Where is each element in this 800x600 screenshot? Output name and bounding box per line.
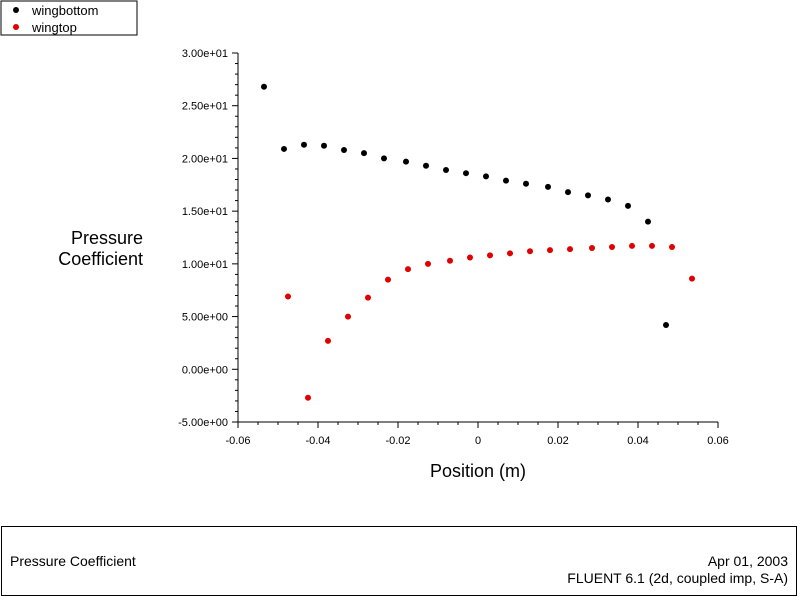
axes	[237, 53, 718, 423]
wingbottom-point	[381, 155, 387, 162]
legend-marker-wingbottom	[13, 7, 19, 13]
y-tick-label: 2.00e+01	[182, 153, 228, 165]
y-ticks: -5.00e+00 0.00e+00 5.00e+00 1.00e+01 1.50e+0…	[178, 48, 238, 429]
footer-info: Apr 01, 2003 FLUENT 6.1 (2d, coupled imp…	[567, 553, 788, 587]
x-tick-label: -0.04	[305, 435, 330, 447]
x-tick-label: 0.06	[707, 435, 728, 447]
wingbottom-point	[403, 158, 409, 165]
x-axis-title: Position (m)	[430, 461, 526, 481]
wingtop-point	[365, 294, 371, 301]
wingtop-point	[507, 250, 513, 257]
x-tick-label: -0.02	[385, 435, 410, 447]
wingtop-point	[669, 243, 675, 250]
wingtop-point	[305, 394, 311, 401]
wingtop-point	[649, 242, 655, 249]
wingtop-point	[609, 243, 615, 250]
wingtop-point	[325, 337, 331, 344]
y-axis-title-line2: Coefficient	[58, 249, 143, 269]
x-ticks: -0.06 -0.04 -0.02 0 0.02 0.04 0.06	[225, 422, 729, 447]
wingtop-point	[285, 293, 291, 300]
wingbottom-point	[443, 167, 449, 174]
wingbottom-point	[463, 170, 469, 177]
wingbottom-point	[423, 162, 429, 169]
wingtop-point	[567, 246, 573, 253]
wingtop-point	[405, 266, 411, 273]
wingtop-point	[447, 257, 453, 264]
wingtop-point	[345, 313, 351, 320]
wingtop-point	[689, 275, 695, 282]
legend-box	[0, 0, 138, 36]
legend: wingbottom wingtop	[0, 0, 138, 36]
y-tick-label: 1.50e+01	[182, 206, 228, 218]
x-tick-label: 0.04	[627, 435, 648, 447]
x-tick-label: -0.06	[225, 435, 250, 447]
y-tick-label: 3.00e+01	[182, 48, 228, 60]
wingtop-point	[467, 254, 473, 261]
wingtop-point	[487, 252, 493, 259]
data-points	[261, 83, 695, 401]
wingtop-point	[385, 276, 391, 283]
wingbottom-point	[605, 196, 611, 203]
legend-marker-wingtop	[13, 24, 19, 30]
wingbottom-point	[545, 183, 551, 190]
footer-panel: Pressure Coefficient Apr 01, 2003 FLUENT…	[1, 526, 797, 596]
wingbottom-point	[321, 142, 327, 149]
wingbottom-point	[503, 177, 509, 184]
footer-title: Pressure Coefficient	[10, 553, 136, 569]
wingbottom-point	[645, 218, 651, 225]
x-tick-label: 0.02	[547, 435, 568, 447]
chart: wingbottom wingtop -5.00e+00 0.00e+00 5.00…	[0, 0, 729, 481]
y-tick-label: 2.50e+01	[182, 101, 228, 113]
y-tick-label: 0.00e+00	[182, 364, 228, 376]
footer-software: FLUENT 6.1 (2d, coupled imp, S-A)	[567, 570, 788, 586]
wingtop-point	[629, 242, 635, 249]
wingbottom-point	[301, 141, 307, 148]
wingbottom-point	[523, 180, 529, 187]
wingtop-point	[527, 248, 533, 255]
x-tick-label: 0	[475, 435, 481, 447]
wingbottom-point	[625, 202, 631, 209]
wingbottom-point	[261, 83, 267, 90]
wingbottom-point	[483, 173, 489, 180]
y-tick-label: 5.00e+00	[182, 312, 228, 324]
wingbottom-point	[585, 192, 591, 199]
wingbottom-point	[663, 322, 669, 329]
wingtop-point	[425, 260, 431, 267]
legend-label-wingbottom: wingbottom	[31, 3, 98, 18]
footer-date: Apr 01, 2003	[707, 553, 788, 569]
y-axis-title-line1: Pressure	[71, 228, 143, 248]
wingbottom-point	[281, 145, 287, 152]
wingtop-point	[547, 247, 553, 254]
legend-label-wingtop: wingtop	[31, 20, 77, 35]
y-tick-label: -5.00e+00	[178, 417, 228, 429]
series-wingbottom	[261, 83, 669, 329]
wingbottom-point	[361, 150, 367, 157]
wingtop-point	[589, 245, 595, 252]
wingbottom-point	[341, 146, 347, 153]
wingbottom-point	[565, 189, 571, 196]
y-tick-label: 1.00e+01	[182, 259, 228, 271]
series-wingtop	[285, 242, 695, 401]
